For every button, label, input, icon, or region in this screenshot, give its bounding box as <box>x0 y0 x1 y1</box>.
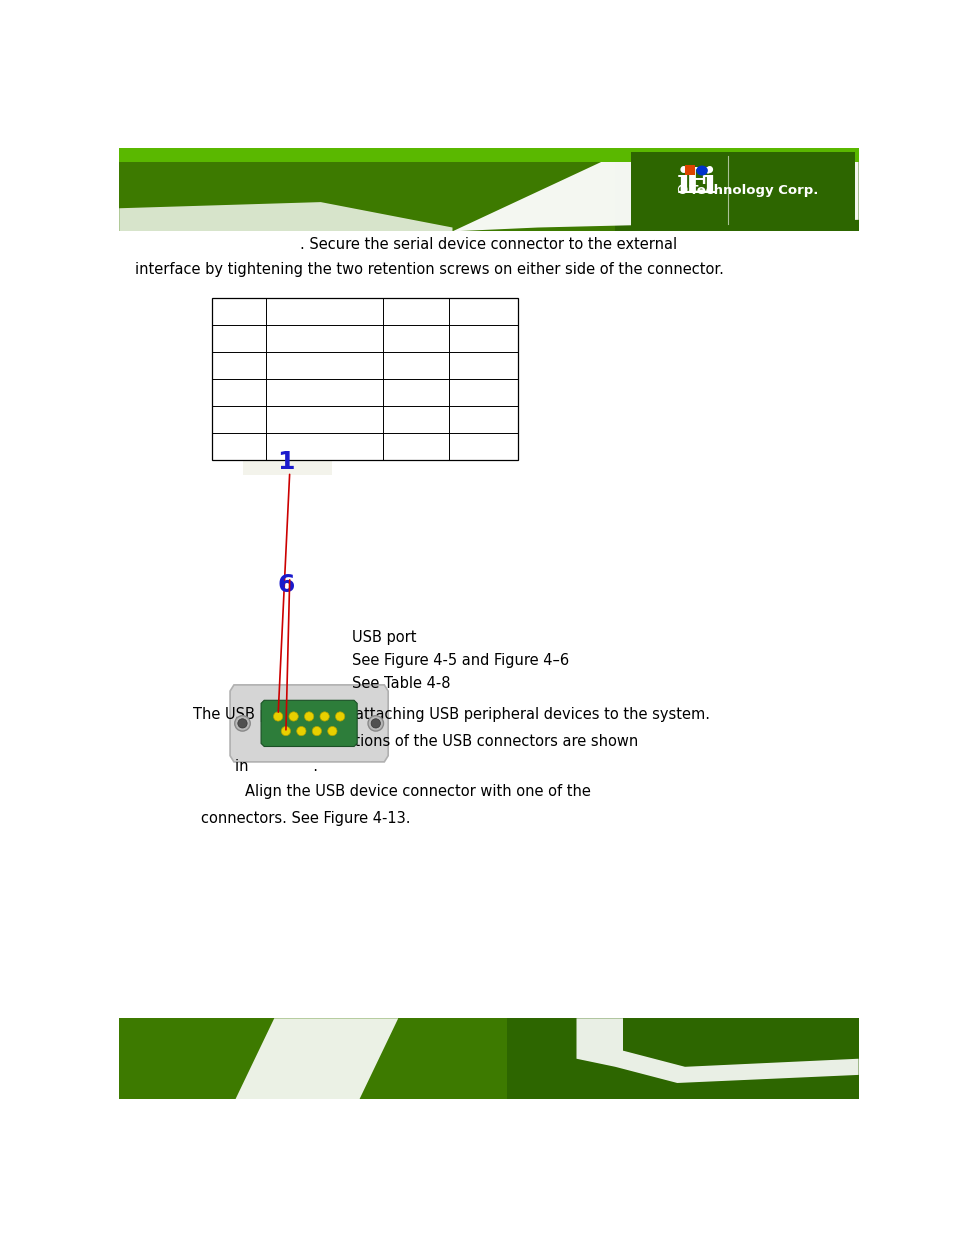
Ellipse shape <box>335 711 344 721</box>
Text: i: i <box>676 165 690 200</box>
Ellipse shape <box>237 719 247 727</box>
Text: Align the USB device connector with one of the: Align the USB device connector with one … <box>244 784 590 799</box>
Ellipse shape <box>696 165 707 175</box>
Text: in              .: in . <box>235 760 318 774</box>
Ellipse shape <box>289 711 298 721</box>
Text: E: E <box>682 165 710 200</box>
Bar <box>119 148 615 231</box>
Text: See Table 4-8: See Table 4-8 <box>352 676 450 690</box>
Text: i: i <box>702 165 716 200</box>
Polygon shape <box>230 685 388 762</box>
Ellipse shape <box>371 719 380 727</box>
Bar <box>119 148 858 231</box>
Ellipse shape <box>281 726 291 736</box>
Ellipse shape <box>304 711 314 721</box>
Bar <box>212 299 517 461</box>
Bar <box>119 148 858 162</box>
Bar <box>119 1019 506 1099</box>
Ellipse shape <box>368 716 383 731</box>
Text: See Figure 4-5 and Figure 4–6: See Figure 4-5 and Figure 4–6 <box>352 653 568 668</box>
Ellipse shape <box>234 716 250 731</box>
Ellipse shape <box>312 726 321 736</box>
Bar <box>119 231 858 1019</box>
Bar <box>630 152 855 227</box>
Text: connectors. See Figure 4-13.: connectors. See Figure 4-13. <box>200 810 410 826</box>
Ellipse shape <box>296 726 306 736</box>
Bar <box>119 1019 858 1099</box>
Polygon shape <box>119 203 452 231</box>
Text: interface by tightening the two retention screws on either side of the connector: interface by tightening the two retentio… <box>134 262 723 277</box>
Ellipse shape <box>274 711 282 721</box>
Polygon shape <box>576 1019 858 1083</box>
Polygon shape <box>452 148 858 231</box>
Polygon shape <box>261 700 356 746</box>
Text: 1: 1 <box>276 451 294 474</box>
Text: . The locations of the USB connectors are shown: . The locations of the USB connectors ar… <box>282 734 638 748</box>
Text: ®Technology Corp.: ®Technology Corp. <box>675 184 818 198</box>
Bar <box>684 165 695 175</box>
Text: The USB ports are for attaching USB peripheral devices to the system.: The USB ports are for attaching USB peri… <box>193 706 709 721</box>
Text: 6: 6 <box>277 573 294 597</box>
Polygon shape <box>235 1019 397 1099</box>
Ellipse shape <box>319 711 329 721</box>
Text: . Secure the serial device connector to the external: . Secure the serial device connector to … <box>300 237 677 252</box>
Ellipse shape <box>328 726 336 736</box>
Text: USB port: USB port <box>352 630 416 645</box>
Bar <box>243 452 332 475</box>
